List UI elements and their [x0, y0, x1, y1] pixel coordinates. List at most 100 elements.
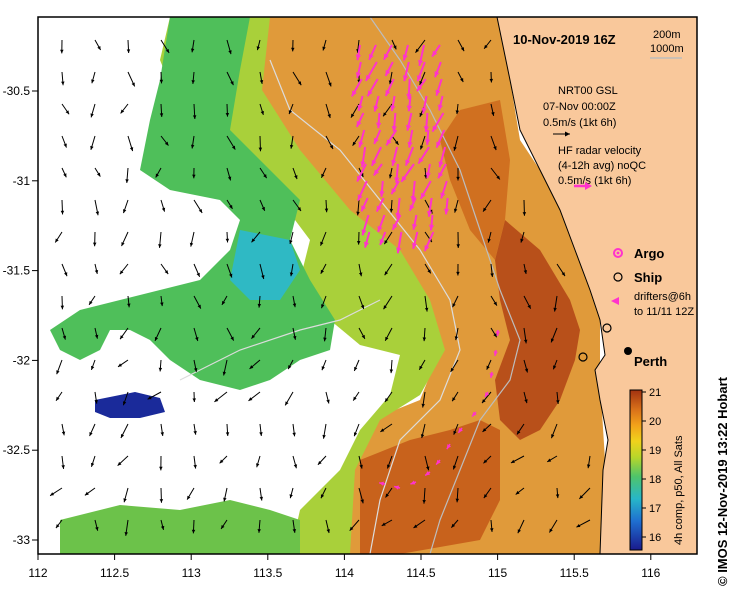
- x-tick-label: 112.5: [100, 566, 129, 580]
- model-arrow: [186, 487, 195, 500]
- model-arrow: [349, 519, 360, 531]
- model-arrow: [553, 295, 558, 312]
- sst-cyan-patch: [230, 230, 300, 300]
- model-arrow: [289, 135, 294, 149]
- radar-arrow: [402, 61, 410, 82]
- drifter-arrow: [435, 459, 441, 466]
- x-tick-label: 113: [182, 566, 201, 580]
- model-arrow: [226, 135, 236, 150]
- radar-arrow: [391, 146, 399, 166]
- radar-arrow: [408, 197, 417, 212]
- model-arrow: [356, 231, 361, 245]
- drifter-legend-line1: drifters@6h: [634, 291, 691, 303]
- drifter-arrow: [424, 471, 431, 477]
- model-arrow: [117, 359, 129, 368]
- model-arrow: [523, 391, 528, 404]
- model-arrow: [391, 39, 397, 50]
- model-arrow: [123, 487, 129, 503]
- colorbar-tick-label: 16: [649, 532, 661, 544]
- radar-arrow: [375, 197, 385, 213]
- model-arrow: [292, 199, 302, 212]
- model-arrow: [456, 231, 460, 248]
- model-arrow: [189, 231, 195, 247]
- radar-arrow: [431, 44, 441, 58]
- drifter-arrow: [446, 443, 452, 450]
- model-arrow: [120, 103, 129, 114]
- model-arrow: [160, 519, 165, 530]
- model-legend-scale: 0.5m/s (1kt 6h): [543, 117, 616, 129]
- colorbar-tick-label: 19: [649, 445, 661, 457]
- radar-arrow: [431, 112, 445, 133]
- model-arrow: [490, 327, 498, 338]
- model-arrow: [490, 263, 494, 278]
- model-arrow: [251, 231, 261, 243]
- model-arrow: [384, 263, 393, 276]
- model-arrow: [61, 167, 67, 178]
- model-arrow: [420, 135, 426, 150]
- model-arrow: [391, 135, 399, 146]
- model-arrow: [424, 263, 432, 274]
- argo-legend-label: Argo: [634, 246, 664, 261]
- radar-arrow: [435, 129, 446, 149]
- radar-arrow: [377, 214, 386, 233]
- model-arrow: [190, 39, 195, 53]
- model-arrow: [320, 487, 327, 499]
- model-arrow: [385, 487, 393, 498]
- model-arrow: [126, 39, 131, 54]
- model-arrow: [287, 359, 294, 370]
- model-arrow: [121, 231, 129, 247]
- model-arrow: [119, 327, 129, 340]
- model-arrow: [259, 167, 268, 179]
- radar-arrow: [368, 44, 377, 61]
- model-arrow: [490, 295, 498, 306]
- model-arrow: [523, 295, 532, 309]
- y-tick-label: -31.5: [3, 264, 31, 278]
- model-arrow: [154, 327, 162, 342]
- model-arrow: [94, 199, 100, 216]
- model-arrow: [89, 423, 96, 437]
- isobath-legend-200m: 200m: [653, 29, 681, 41]
- model-arrow: [353, 423, 360, 437]
- model-arrow: [389, 359, 394, 374]
- radar-arrow: [410, 180, 416, 202]
- drifter-arrow: [493, 349, 498, 357]
- colorbar-tick-label: 18: [649, 474, 661, 486]
- model-arrow: [60, 39, 64, 54]
- colorbar-ticks: 21 20 19 18 17 16: [642, 387, 661, 544]
- radar-arrow: [396, 231, 403, 254]
- radar-legend-scale: 0.5m/s (1kt 6h): [558, 175, 631, 187]
- model-arrow: [452, 455, 459, 470]
- x-tick-label: 115: [488, 566, 507, 580]
- model-arrow: [119, 263, 129, 275]
- model-arrow: [292, 519, 297, 533]
- model-arrow: [289, 231, 294, 245]
- model-arrow: [91, 71, 96, 84]
- model-legend-name: NRT00 GSL: [558, 85, 618, 97]
- model-arrow: [226, 199, 233, 210]
- ship-marker: [602, 323, 612, 333]
- model-legend-arrow: [553, 131, 570, 137]
- model-arrow: [160, 135, 169, 146]
- model-arrow: [90, 103, 96, 118]
- model-arrow: [193, 327, 199, 342]
- model-arrow: [451, 391, 459, 402]
- model-arrow: [523, 263, 528, 275]
- colorbar-tick-label: 20: [649, 416, 661, 428]
- radar-arrow: [379, 180, 385, 197]
- model-arrow: [515, 487, 525, 495]
- model-arrow: [457, 39, 465, 52]
- model-arrow: [226, 167, 232, 181]
- model-arrow: [550, 423, 558, 439]
- model-arrow: [61, 455, 65, 469]
- model-arrow: [552, 359, 558, 370]
- model-arrow: [61, 135, 67, 148]
- radar-arrow: [423, 112, 429, 132]
- radar-arrow: [435, 78, 443, 96]
- model-arrow: [456, 167, 460, 181]
- y-tick-label: -31: [13, 174, 31, 188]
- model-arrow: [320, 263, 327, 274]
- model-arrow: [383, 295, 393, 310]
- ship-legend-label: Ship: [634, 270, 662, 285]
- model-arrow: [523, 359, 529, 373]
- radar-arrow: [394, 163, 400, 184]
